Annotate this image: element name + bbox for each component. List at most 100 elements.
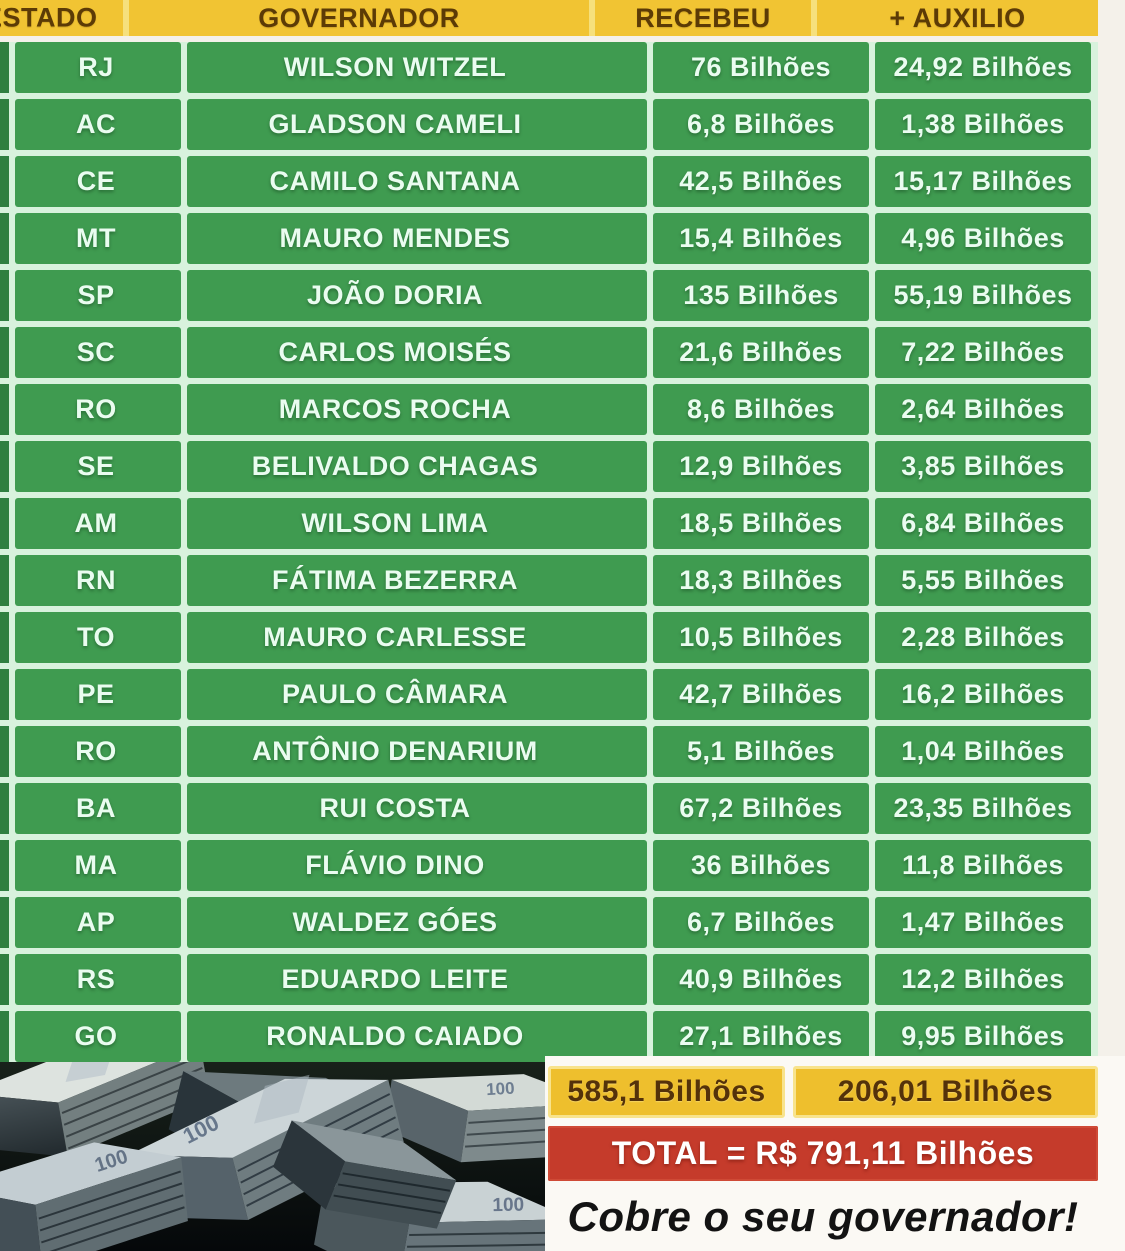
estado-cell-text: BA <box>76 793 116 823</box>
recebeu-cell-text: 10,5 Bilhões <box>679 622 843 652</box>
table-row: GO RONALDO CAIADO 27,1 Bilhões 9,95 Bilhões <box>0 1011 1091 1062</box>
auxilio-cell-text: 2,28 Bilhões <box>901 622 1065 652</box>
table-row: SP JOÃO DORIA 135 Bilhões 55,19 Bilhões <box>0 270 1091 321</box>
auxilio-cell-text: 3,85 Bilhões <box>901 451 1065 481</box>
table-row: AM WILSON LIMA 18,5 Bilhões 6,84 Bilhões <box>0 498 1091 549</box>
estado-cell: PE <box>15 669 181 720</box>
estado-cell: AP <box>15 897 181 948</box>
estado-cell-text: AC <box>76 109 116 139</box>
table-row: AC GLADSON CAMELI 6,8 Bilhões 1,38 Bilhões <box>0 99 1091 150</box>
auxilio-cell: 1,38 Bilhões <box>875 99 1091 150</box>
recebeu-cell-text: 12,9 Bilhões <box>679 451 843 481</box>
auxilio-cell: 12,2 Bilhões <box>875 954 1091 1005</box>
estado-cell-text: AM <box>74 508 118 538</box>
row-left-fragment <box>0 270 9 321</box>
table-row: RJ WILSON WITZEL 76 Bilhões 24,92 Bilhões <box>0 42 1091 93</box>
auxilio-cell-text: 15,17 Bilhões <box>893 166 1073 196</box>
estado-cell-text: RN <box>76 565 116 595</box>
auxilio-cell: 11,8 Bilhões <box>875 840 1091 891</box>
table-row: MA FLÁVIO DINO 36 Bilhões 11,8 Bilhões <box>0 840 1091 891</box>
table-row: MT MAURO MENDES 15,4 Bilhões 4,96 Bilhões <box>0 213 1091 264</box>
estado-cell-text: GO <box>74 1021 118 1051</box>
estado-cell-text: PE <box>77 679 115 709</box>
money-stack <box>273 1120 457 1229</box>
auxilio-cell-text: 7,22 Bilhões <box>901 337 1065 367</box>
estado-cell: RO <box>15 726 181 777</box>
row-left-fragment <box>0 669 9 720</box>
governador-cell: RUI COSTA <box>187 783 647 834</box>
auxilio-cell-text: 5,55 Bilhões <box>901 565 1065 595</box>
estado-cell: AC <box>15 99 181 150</box>
estado-cell: GO <box>15 1011 181 1062</box>
auxilio-cell: 3,85 Bilhões <box>875 441 1091 492</box>
governador-cell-text: ANTÔNIO DENARIUM <box>252 736 538 766</box>
recebeu-cell: 10,5 Bilhões <box>653 612 869 663</box>
recebeu-cell-text: 18,5 Bilhões <box>679 508 843 538</box>
auxilio-cell: 55,19 Bilhões <box>875 270 1091 321</box>
caption: Cobre o seu governador! <box>548 1183 1098 1251</box>
recebeu-cell: 36 Bilhões <box>653 840 869 891</box>
svg-text:100: 100 <box>486 1079 515 1099</box>
auxilio-cell: 23,35 Bilhões <box>875 783 1091 834</box>
estado-cell: AM <box>15 498 181 549</box>
header-cell-recebeu: RECEBEU <box>595 0 811 36</box>
subtotal-recebeu: 585,1 Bilhões <box>548 1066 785 1118</box>
header-label-estado: ESTADO <box>0 2 98 33</box>
recebeu-cell: 6,7 Bilhões <box>653 897 869 948</box>
recebeu-cell-text: 8,6 Bilhões <box>686 394 836 424</box>
governador-cell-text: GLADSON CAMELI <box>268 109 522 139</box>
governador-cell: PAULO CÂMARA <box>187 669 647 720</box>
estado-cell-text: CE <box>76 166 116 196</box>
governador-cell: GLADSON CAMELI <box>187 99 647 150</box>
table-row: TO MAURO CARLESSE 10,5 Bilhões 2,28 Bilhões <box>0 612 1091 663</box>
caption-text: Cobre o seu governador! <box>567 1193 1079 1240</box>
row-left-fragment <box>0 498 9 549</box>
subtotal-auxilio-value: 206,01 Bilhões <box>837 1075 1054 1108</box>
table-row: RN FÁTIMA BEZERRA 18,3 Bilhões 5,55 Bilhões <box>0 555 1091 606</box>
header-label-auxilio: + AUXILIO <box>889 2 1026 33</box>
auxilio-cell: 2,64 Bilhões <box>875 384 1091 435</box>
recebeu-cell-text: 6,7 Bilhões <box>686 907 836 937</box>
table-row: BA RUI COSTA 67,2 Bilhões 23,35 Bilhões <box>0 783 1091 834</box>
governador-cell-text: MAURO CARLESSE <box>263 622 527 652</box>
governador-cell: MAURO CARLESSE <box>187 612 647 663</box>
recebeu-cell: 12,9 Bilhões <box>653 441 869 492</box>
recebeu-cell-text: 5,1 Bilhões <box>686 736 836 766</box>
governador-cell-text: MAURO MENDES <box>279 223 511 253</box>
recebeu-cell: 6,8 Bilhões <box>653 99 869 150</box>
auxilio-cell: 1,04 Bilhões <box>875 726 1091 777</box>
estado-cell-text: MA <box>74 850 118 880</box>
estado-cell-text: SE <box>77 451 115 481</box>
auxilio-cell-text: 4,96 Bilhões <box>901 223 1065 253</box>
governador-cell-text: PAULO CÂMARA <box>282 679 508 709</box>
auxilio-cell: 24,92 Bilhões <box>875 42 1091 93</box>
governador-cell-text: RONALDO CAIADO <box>266 1021 524 1051</box>
recebeu-cell: 40,9 Bilhões <box>653 954 869 1005</box>
row-left-fragment <box>0 954 9 1005</box>
row-left-fragment <box>0 1011 9 1062</box>
recebeu-cell-text: 27,1 Bilhões <box>679 1021 843 1051</box>
row-left-fragment <box>0 42 9 93</box>
estado-cell-text: RO <box>75 394 117 424</box>
money-photo: 100 100 <box>0 1062 545 1251</box>
table-row: SE BELIVALDO CHAGAS 12,9 Bilhões 3,85 Bilhõ… <box>0 441 1091 492</box>
governador-cell: ANTÔNIO DENARIUM <box>187 726 647 777</box>
money-stack: 100 <box>0 1142 188 1251</box>
auxilio-cell-text: 1,04 Bilhões <box>901 736 1065 766</box>
recebeu-cell-text: 6,8 Bilhões <box>686 109 836 139</box>
table-row: PE PAULO CÂMARA 42,7 Bilhões 16,2 Bilhões <box>0 669 1091 720</box>
estado-cell-text: TO <box>76 622 115 652</box>
governador-cell-text: CAMILO SANTANA <box>269 166 521 196</box>
auxilio-cell-text: 12,2 Bilhões <box>901 964 1065 994</box>
estado-cell-text: MT <box>76 223 116 253</box>
governador-cell: FÁTIMA BEZERRA <box>187 555 647 606</box>
governador-cell: RONALDO CAIADO <box>187 1011 647 1062</box>
governador-cell-text: WALDEZ GÓES <box>292 907 498 937</box>
auxilio-cell-text: 2,64 Bilhões <box>901 394 1065 424</box>
governador-cell-text: BELIVALDO CHAGAS <box>251 451 539 481</box>
governador-cell: BELIVALDO CHAGAS <box>187 441 647 492</box>
auxilio-cell: 9,95 Bilhões <box>875 1011 1091 1062</box>
recebeu-cell-text: 135 Bilhões <box>683 280 839 310</box>
recebeu-cell-text: 42,7 Bilhões <box>679 679 843 709</box>
